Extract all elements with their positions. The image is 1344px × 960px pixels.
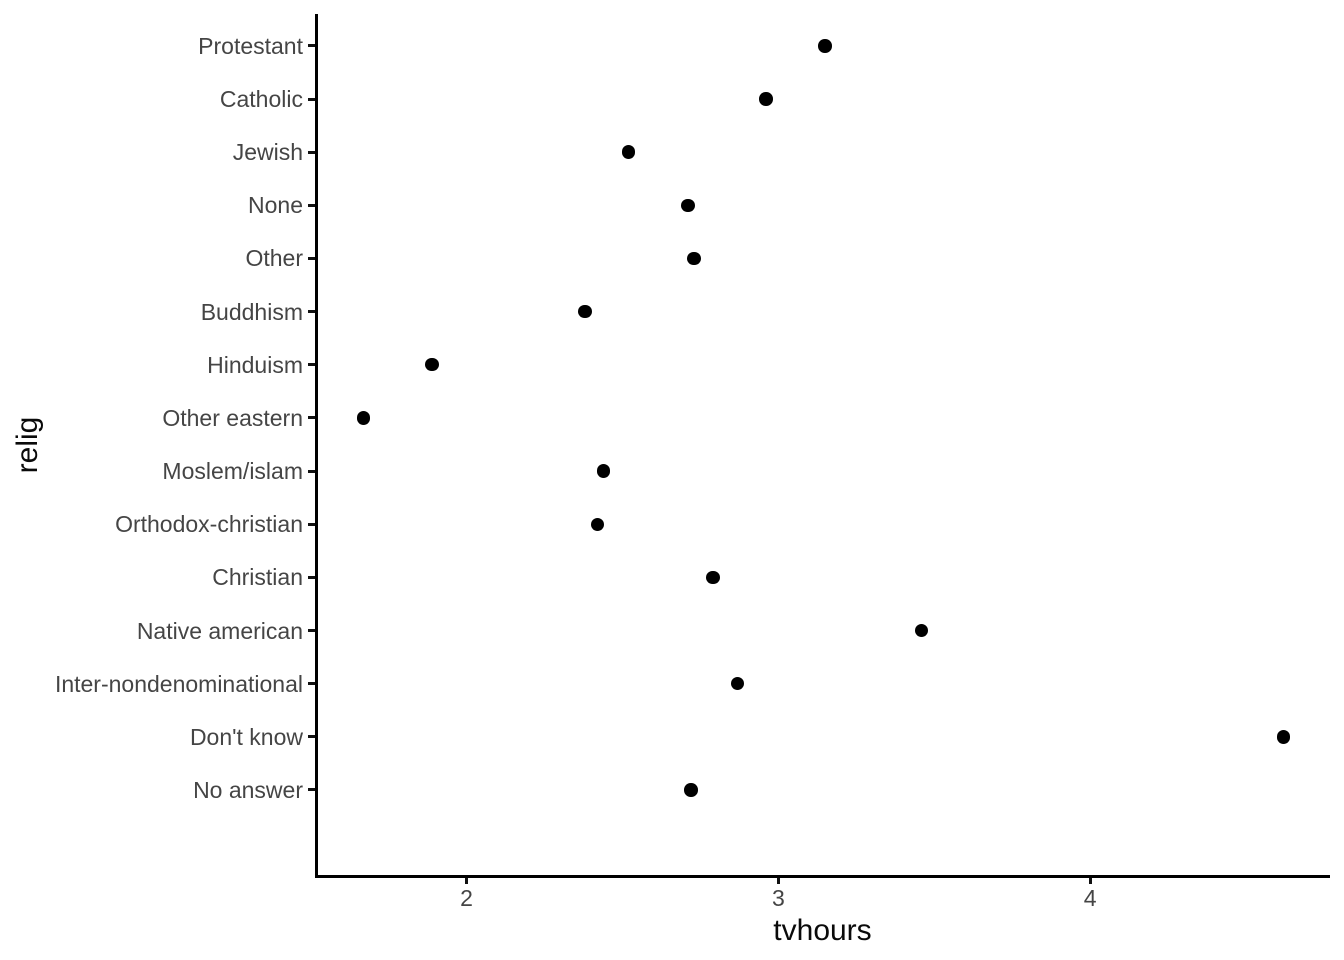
y-tick-mark xyxy=(308,735,315,739)
y-tick-mark xyxy=(308,310,315,314)
y-tick-mark xyxy=(308,363,315,367)
y-tick-label: No answer xyxy=(193,776,303,803)
x-axis-line xyxy=(315,875,1330,878)
y-tick-label: Catholic xyxy=(219,86,303,113)
y-tick-mark xyxy=(308,203,315,207)
y-tick-label: Orthodox-christian xyxy=(115,511,303,538)
y-tick-mark xyxy=(308,469,315,473)
y-tick-mark xyxy=(308,788,315,792)
data-point xyxy=(687,251,701,266)
data-point xyxy=(915,623,929,638)
y-tick-mark xyxy=(308,150,315,154)
x-tick-mark xyxy=(776,878,780,884)
data-point xyxy=(597,464,611,478)
y-tick-label: Other eastern xyxy=(162,404,303,431)
data-point xyxy=(818,39,832,53)
data-point xyxy=(1276,730,1291,744)
y-tick-mark xyxy=(308,44,315,48)
y-tick-label: Native american xyxy=(136,617,303,644)
y-tick-mark xyxy=(308,575,315,579)
data-point xyxy=(759,92,773,106)
y-tick-label: Moslem/islam xyxy=(162,458,303,485)
y-tick-label: Other xyxy=(245,245,303,272)
data-point xyxy=(590,517,605,531)
x-tick-label: 4 xyxy=(1083,885,1097,911)
y-tick-label: Christian xyxy=(212,564,303,591)
x-tick-label: 3 xyxy=(771,885,785,911)
y-tick-mark xyxy=(308,97,315,101)
y-tick-label: Inter-nondenominational xyxy=(54,670,303,697)
y-tick-mark xyxy=(308,256,315,260)
data-point xyxy=(731,676,745,691)
y-tick-label: Protestant xyxy=(198,32,303,59)
data-point xyxy=(578,304,592,319)
x-axis-title: tvhours xyxy=(773,914,872,947)
data-point xyxy=(706,570,720,585)
data-point xyxy=(356,411,371,425)
x-tick-mark xyxy=(464,878,468,884)
x-tick-label: 2 xyxy=(460,885,473,911)
x-tick-mark xyxy=(1088,878,1092,884)
data-point xyxy=(621,145,636,159)
y-tick-label: Buddhism xyxy=(200,298,303,325)
y-tick-label: Don't know xyxy=(189,723,303,750)
y-tick-label: Hinduism xyxy=(207,351,303,378)
y-tick-label: None xyxy=(248,192,303,219)
data-point xyxy=(425,358,439,372)
y-tick-mark xyxy=(308,682,315,686)
data-point xyxy=(681,198,695,213)
y-tick-label: Jewish xyxy=(232,139,303,166)
y-axis-title: relig xyxy=(11,416,44,474)
y-tick-mark xyxy=(308,522,315,526)
y-tick-mark xyxy=(308,416,315,420)
y-axis-line xyxy=(315,14,318,878)
data-point xyxy=(684,783,698,797)
y-tick-mark xyxy=(308,629,315,633)
